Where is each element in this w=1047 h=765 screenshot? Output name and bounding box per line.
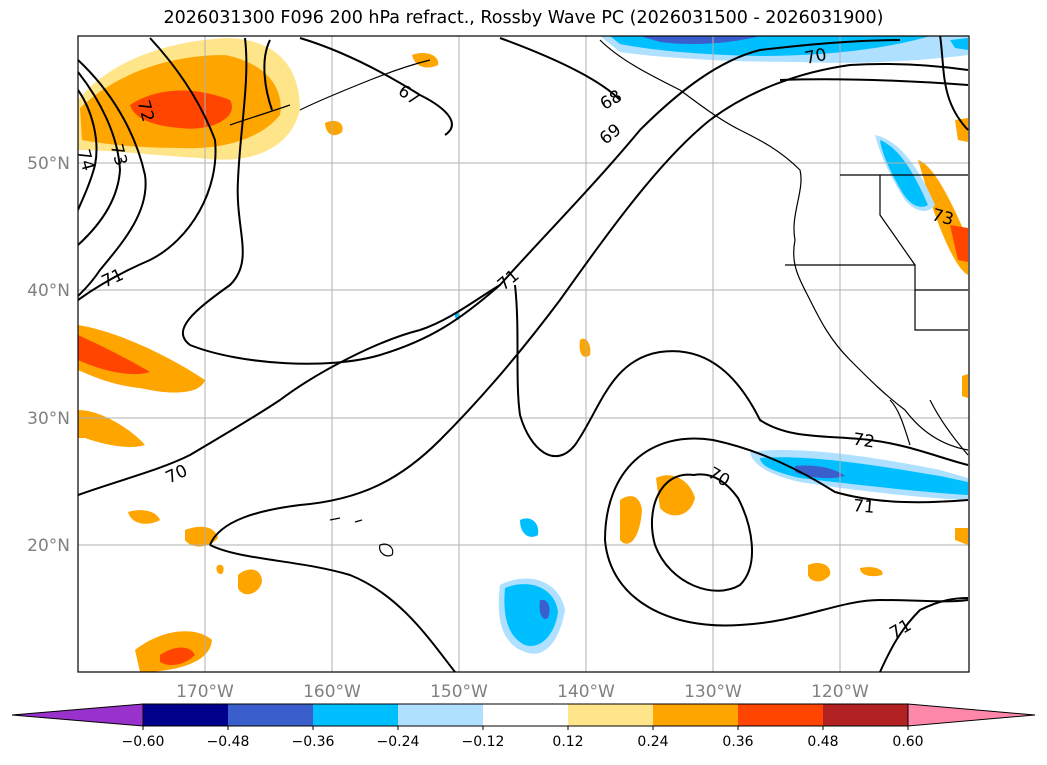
lat-label: 50°N bbox=[27, 154, 70, 174]
colorbar-extend-low bbox=[11, 703, 144, 727]
lon-label: 120°W bbox=[811, 682, 869, 702]
height-contours bbox=[78, 36, 969, 672]
colorbar-segment bbox=[228, 704, 313, 726]
map-title: 2026031300 F096 200 hPa refract., Rossby… bbox=[163, 8, 884, 28]
colorbar-segment bbox=[398, 704, 483, 726]
lon-label: 140°W bbox=[557, 682, 615, 702]
colorbar-extend-high bbox=[907, 703, 1036, 727]
contour-label: 70 bbox=[803, 45, 828, 69]
colorbar-tick-label: −0.60 bbox=[122, 734, 165, 750]
contour-label: 71 bbox=[852, 496, 875, 518]
map-frame bbox=[77, 35, 970, 673]
contour-label: 72 bbox=[852, 430, 876, 453]
colorbar-tick-label: 0.12 bbox=[552, 734, 583, 750]
colorbar-tick-label: 0.48 bbox=[807, 734, 838, 750]
coastlines bbox=[229, 39, 969, 557]
colorbar-segment bbox=[143, 704, 228, 726]
colorbar-segment bbox=[823, 704, 908, 726]
lon-label: 130°W bbox=[684, 682, 742, 702]
colorbar-tick-label: −0.12 bbox=[462, 734, 505, 750]
map-plot-area: 72 73 74 67 68 69 70 71 71 70 72 71 70 7… bbox=[73, 36, 969, 672]
latitude-labels: 50°N 40°N 30°N 20°N bbox=[27, 154, 70, 556]
positive-anomaly-shading bbox=[78, 38, 968, 672]
lon-label: 150°W bbox=[430, 682, 488, 702]
graticule bbox=[78, 36, 969, 672]
colorbar-segment bbox=[483, 704, 568, 726]
colorbar-tick-label: −0.48 bbox=[207, 734, 250, 750]
colorbar bbox=[11, 703, 1036, 727]
longitude-labels: 170°W 160°W 150°W 140°W 130°W 120°W bbox=[176, 682, 869, 702]
lon-label: 170°W bbox=[176, 682, 234, 702]
colorbar-tick-label: −0.24 bbox=[377, 734, 420, 750]
colorbar-tick-label: 0.60 bbox=[892, 734, 923, 750]
lat-label: 30°N bbox=[27, 409, 70, 429]
colorbar-tick-label: −0.36 bbox=[292, 734, 335, 750]
colorbar-segment bbox=[313, 704, 398, 726]
colorbar-tick-label: 0.36 bbox=[722, 734, 753, 750]
colorbar-segment bbox=[653, 704, 738, 726]
colorbar-tick-label: 0.24 bbox=[637, 734, 668, 750]
colorbar-segment bbox=[738, 704, 823, 726]
colorbar-segment bbox=[568, 704, 653, 726]
colorbar-frame bbox=[142, 703, 909, 727]
lat-label: 20°N bbox=[27, 536, 70, 556]
lat-label: 40°N bbox=[27, 281, 70, 301]
colorbar-ticks: −0.60 −0.48 −0.36 −0.24 −0.12 0.12 0.24 0.36 0.4… bbox=[122, 726, 924, 750]
contour-label: 74 bbox=[73, 147, 98, 173]
lon-label: 160°W bbox=[303, 682, 361, 702]
